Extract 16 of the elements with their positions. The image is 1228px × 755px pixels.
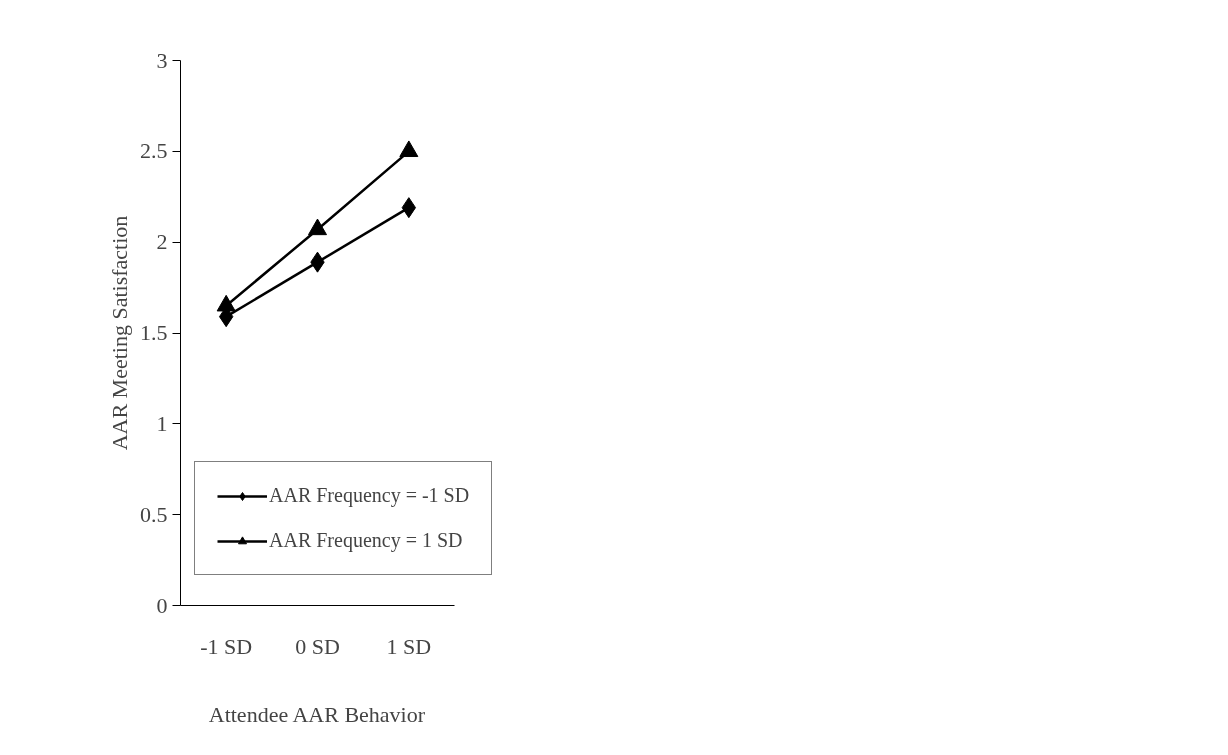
y-axis-title: AAR Meeting Satisfaction bbox=[107, 215, 132, 451]
y-tick-label: 0.5 bbox=[140, 501, 168, 527]
y-tick-label: 3 bbox=[156, 47, 168, 73]
x-axis-title: Attendee AAR Behavior bbox=[208, 701, 426, 727]
point bbox=[399, 140, 419, 158]
legend-label: AAR Frequency = 1 SD bbox=[269, 529, 463, 552]
legend-label: AAR Frequency = -1 SD bbox=[269, 484, 470, 507]
y-tick-label: 0 bbox=[156, 592, 168, 618]
point bbox=[308, 218, 327, 236]
x-tick-label: 1 SD bbox=[386, 633, 432, 659]
y-tick-label: 2 bbox=[156, 229, 168, 255]
y-tick-label: 1.5 bbox=[140, 320, 168, 345]
y-tick-label: 2.5 bbox=[140, 138, 168, 164]
x-tick-label: 0 SD bbox=[295, 633, 340, 659]
x-tick-label: -1 SD bbox=[200, 633, 253, 659]
y-tick-label: 1 bbox=[156, 410, 168, 436]
